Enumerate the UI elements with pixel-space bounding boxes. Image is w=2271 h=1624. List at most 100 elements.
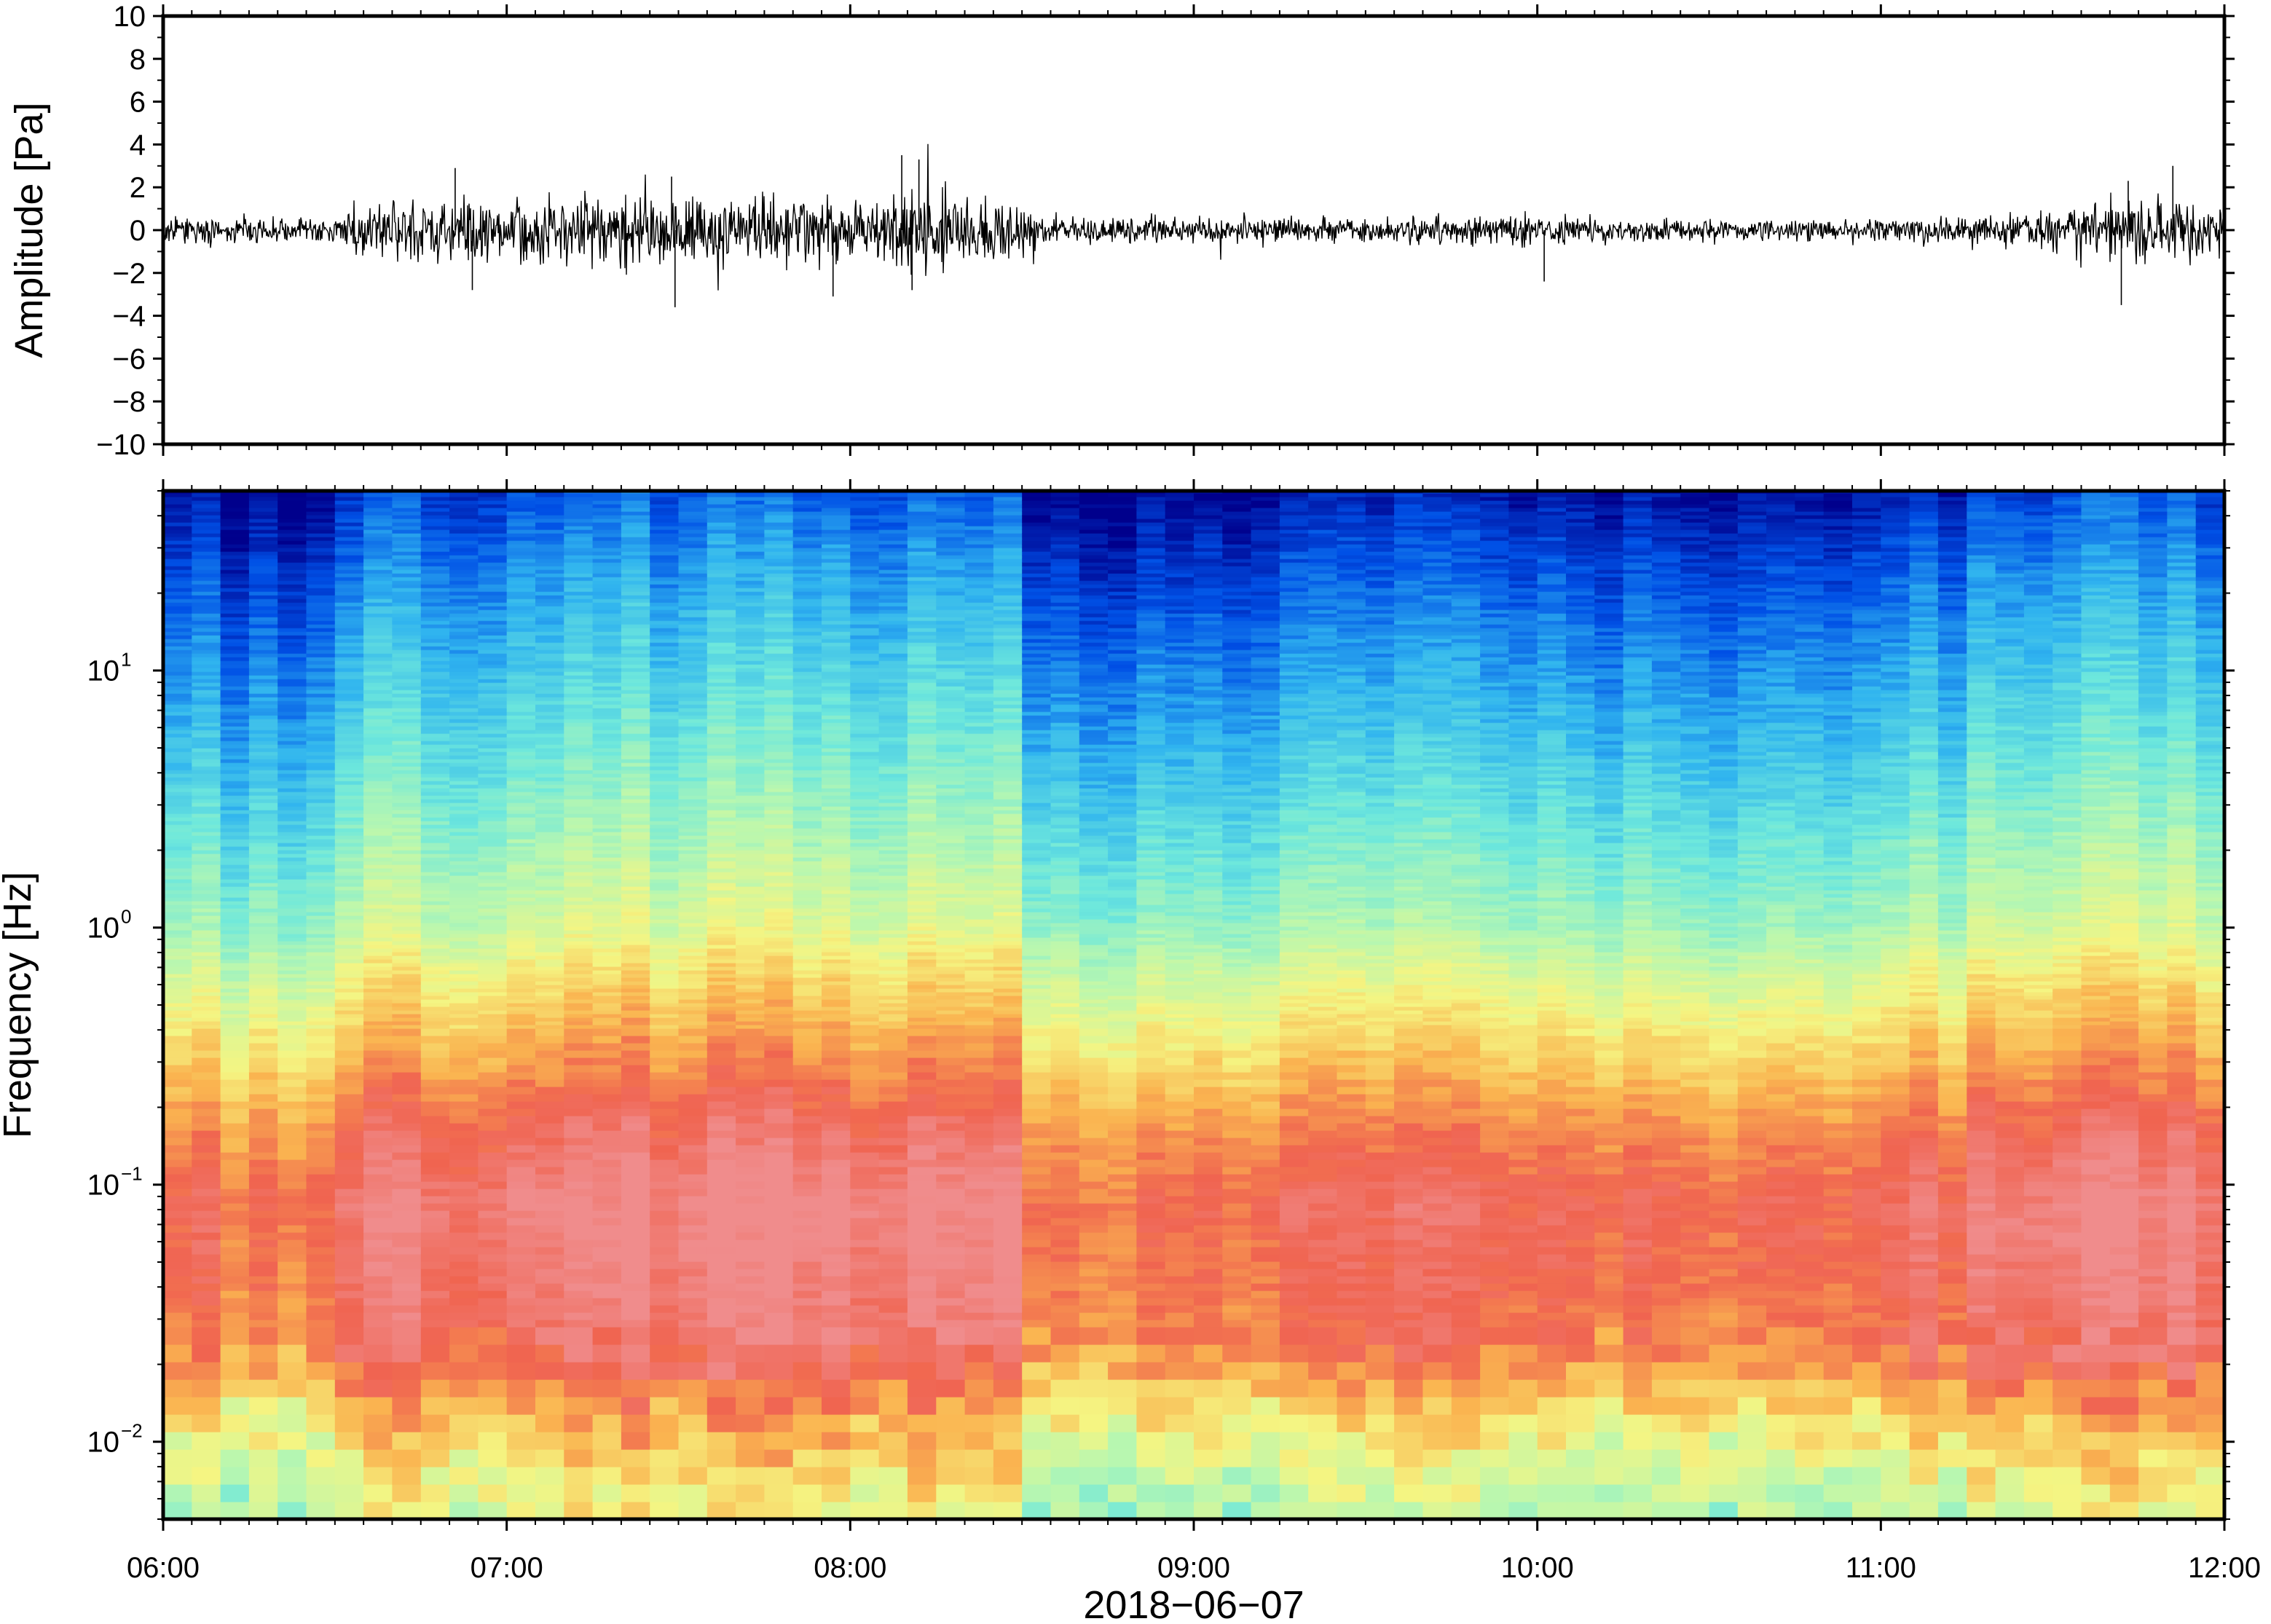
spectrogram-cell <box>392 1502 422 1520</box>
spectrogram-cell <box>535 795 564 800</box>
spectrogram-cell <box>306 697 336 701</box>
spectrogram-cell <box>449 559 479 563</box>
spectrogram-cell <box>478 864 508 869</box>
spectrogram-cell <box>564 981 594 985</box>
spectrogram-cell <box>736 846 765 851</box>
spectrogram-cell <box>650 1203 680 1211</box>
spectrogram-cell <box>535 1138 564 1146</box>
spectrogram-cell <box>678 1225 708 1233</box>
spectrogram-cell <box>163 937 192 942</box>
spectrogram-cell <box>707 588 736 592</box>
spectrogram-cell <box>792 744 822 749</box>
spectrogram-cell <box>363 948 393 953</box>
spectrogram-cell <box>449 1218 479 1226</box>
spectrogram-cell <box>163 744 192 749</box>
spectrogram-cell <box>363 1196 393 1204</box>
spectrogram-cell <box>248 1344 278 1363</box>
spectrogram-cell <box>449 584 479 588</box>
spectrogram-cell <box>621 540 650 545</box>
spectrogram-cell <box>564 551 594 556</box>
spectrogram-cell <box>248 620 278 625</box>
spectrogram-cell <box>822 1123 851 1131</box>
spectrogram-cell <box>736 690 765 694</box>
spectrogram-cell <box>363 1261 393 1269</box>
spectrogram-cell <box>363 923 393 927</box>
spectrogram-cell <box>363 824 393 829</box>
spectrogram-cell <box>278 923 307 927</box>
spectrogram-cell <box>248 595 278 599</box>
spectrogram-cell <box>764 912 794 916</box>
spectrogram-cell <box>764 977 794 982</box>
spectrogram-cell <box>163 992 192 996</box>
spectrogram-cell <box>306 846 336 851</box>
spectrogram-cell <box>334 671 364 676</box>
spectrogram-cell <box>650 1232 680 1240</box>
spectrogram-cell <box>506 511 536 516</box>
spectrogram-cell <box>621 803 650 807</box>
spectrogram-cell <box>420 712 450 716</box>
spectrogram-cell <box>449 1028 479 1036</box>
spectrogram-cell <box>363 1072 393 1080</box>
spectrogram-cell <box>792 1379 822 1398</box>
spectrogram-cell <box>306 1036 336 1044</box>
spectrogram-cell <box>792 1247 822 1255</box>
spectrogram-cell <box>678 854 708 858</box>
spectrogram-cell <box>363 708 393 712</box>
spectrogram-cell <box>736 752 765 756</box>
spectrogram-cell <box>449 788 479 792</box>
spectrogram-cell <box>220 1210 250 1218</box>
spectrogram-cell <box>248 1276 278 1284</box>
spectrogram-cell <box>363 934 393 938</box>
spectrogram-cell <box>736 1218 765 1226</box>
spectrogram-cell <box>363 1312 393 1320</box>
spectrogram-cell <box>478 832 508 836</box>
spectrogram-cell <box>306 1021 336 1025</box>
spectrogram-cell <box>564 1312 594 1320</box>
spectrogram-cell <box>736 792 765 796</box>
spectrogram-cell <box>163 733 192 738</box>
spectrogram-cell <box>678 966 708 971</box>
spectrogram-cell <box>792 1203 822 1211</box>
spectrogram-cell <box>650 657 680 661</box>
spectrogram-cell <box>736 875 765 880</box>
spectrogram-cell <box>449 522 479 527</box>
spectrogram-cell <box>163 868 192 872</box>
spectrogram-cell <box>278 1218 307 1226</box>
spectrogram-cell <box>449 1232 479 1240</box>
spectrogram-cell <box>192 519 221 523</box>
spectrogram-cell <box>707 1210 736 1218</box>
spectrogram-cell <box>334 806 364 811</box>
spectrogram-cell <box>248 806 278 811</box>
spectrogram-cell <box>306 923 336 927</box>
spectrogram-cell <box>163 817 192 821</box>
spectrogram-cell <box>363 1167 393 1175</box>
spectrogram-cell <box>592 963 622 967</box>
spectrogram-cell <box>764 697 794 701</box>
spectrogram-cell <box>736 686 765 690</box>
spectrogram-cell <box>192 690 221 694</box>
spectrogram-cell <box>334 1239 364 1247</box>
spectrogram-cell <box>392 813 422 818</box>
spectrogram-cell <box>248 1167 278 1175</box>
spectrogram-cell <box>792 610 822 614</box>
spectrogram-cell <box>736 945 765 949</box>
spectrogram-cell <box>248 606 278 610</box>
spectrogram-cell <box>650 737 680 741</box>
spectrogram-cell <box>621 952 650 956</box>
spectrogram-cell <box>535 981 564 985</box>
spectrogram-cell <box>506 1320 536 1328</box>
spectrogram-cell <box>192 606 221 610</box>
spectrogram-cell <box>363 500 393 505</box>
spectrogram-cell <box>449 894 479 898</box>
spectrogram-cell <box>392 617 422 621</box>
spectrogram-cell <box>192 821 221 825</box>
spectrogram-cell <box>621 1379 650 1398</box>
spectrogram-cell <box>306 1290 336 1298</box>
spectrogram-cell <box>792 580 822 585</box>
spectrogram-cell <box>506 821 536 825</box>
spectrogram-cell <box>736 1484 765 1502</box>
spectrogram-cell <box>535 508 564 512</box>
spectrogram-cell <box>621 715 650 720</box>
spectrogram-cell <box>822 1050 851 1058</box>
spectrogram-cell <box>592 1079 622 1087</box>
